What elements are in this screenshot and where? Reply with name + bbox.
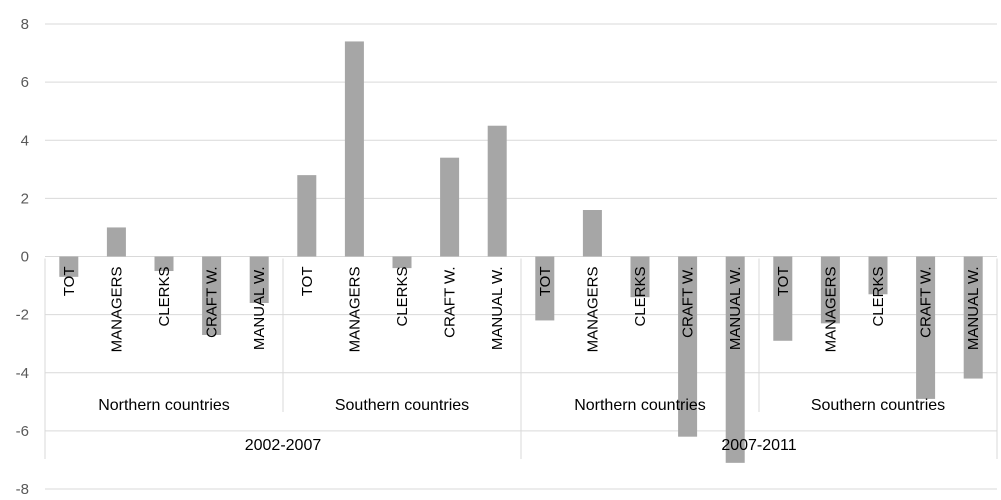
bar [678,256,698,437]
category-labels: TOT MANAGERS CLERKS CRAFT W. MANUAL W. TOT MAN… [61,267,982,353]
group-labels: Northern countries Southern countries Nort… [98,397,945,414]
period-label: 2007-2011 [721,437,796,454]
category-label: CLERKS [394,267,411,327]
y-tick-label: 0 [21,249,29,266]
period-labels: 2002-2007 2007-2011 [245,437,797,454]
y-tick-label: 2 [21,190,29,207]
y-tick-label: -2 [16,307,29,324]
category-label: CRAFT W. [204,267,221,338]
bar [868,256,888,295]
bar [725,256,745,463]
bar [630,256,650,298]
bar [487,125,507,257]
group-label: Northern countries [574,397,706,414]
category-label: MANAGERS [584,267,601,353]
bar [582,210,602,257]
category-label: CRAFT W. [442,267,459,338]
category-label: CLERKS [156,267,173,327]
bar [440,157,460,257]
bar [820,256,840,324]
bar [344,41,364,257]
category-label: MANUAL W. [727,267,744,351]
group-label: Southern countries [335,397,469,414]
y-tick-label: -8 [16,481,29,498]
category-label: MANAGERS [108,267,125,353]
bar [249,256,269,303]
category-label: CRAFT W. [918,267,935,338]
bar [106,227,126,257]
category-label: CLERKS [870,267,887,327]
period-label: 2002-2007 [245,437,322,454]
y-tick-label: 6 [21,74,29,91]
category-label: TOT [61,267,78,297]
bar [535,256,555,321]
bar [773,256,793,341]
group-label: Northern countries [98,397,230,414]
bar [59,256,79,277]
category-label: TOT [775,267,792,297]
bar [154,256,174,272]
bar [916,256,936,399]
bar [963,256,983,379]
group-label: Southern countries [811,397,945,414]
bar [202,256,222,335]
y-tick-label: -4 [16,365,29,382]
category-label: TOT [537,267,554,297]
category-label: MANAGERS [822,267,839,353]
category-label: MANAGERS [346,267,363,353]
bar [392,256,412,269]
category-label: MANUAL W. [965,267,982,351]
category-label: CRAFT W. [680,267,697,338]
bar [297,175,317,257]
category-label: MANUAL W. [251,267,268,351]
bars [59,41,983,463]
category-label: MANUAL W. [489,267,506,351]
y-tick-label: 4 [21,132,29,149]
category-label: TOT [299,267,316,297]
y-tick-label: 8 [21,16,29,33]
y-axis-tick-labels: -8 -6 -4 -2 0 2 4 6 8 [16,16,29,498]
y-tick-label: -6 [16,423,29,440]
category-label: CLERKS [632,267,649,327]
axis-separators [44,258,998,459]
